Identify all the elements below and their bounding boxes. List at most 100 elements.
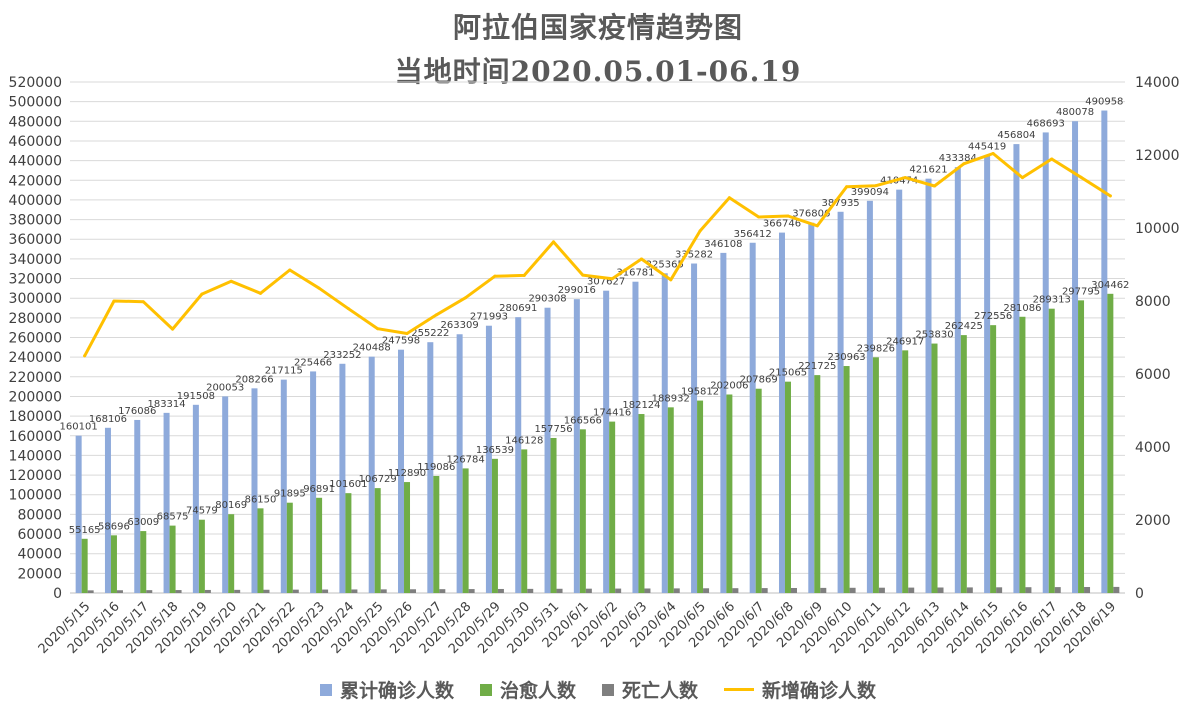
data-label-cumulative: 233252 <box>323 350 361 361</box>
data-label-cumulative: 225466 <box>294 357 332 368</box>
bar-recovered <box>169 525 176 593</box>
x-tick-label: 2020/5/16 <box>65 599 123 657</box>
data-label-recovered: 215065 <box>769 368 807 379</box>
point-new <box>933 184 937 188</box>
bar-deaths <box>263 589 270 593</box>
point-new <box>698 229 702 233</box>
y-left-tick-label: 20000 <box>17 566 62 582</box>
point-new <box>962 162 966 166</box>
data-label-cumulative: 168106 <box>89 414 127 425</box>
data-label-cumulative: 271993 <box>470 312 508 323</box>
y-left-tick-label: 180000 <box>9 409 62 425</box>
data-label-cumulative: 387935 <box>822 198 860 209</box>
bar-recovered <box>316 497 323 593</box>
data-label-cumulative: 480078 <box>1056 107 1094 118</box>
y-right-tick-label: 4000 <box>1135 440 1171 456</box>
x-tick-label: 2020/6/3 <box>598 599 650 651</box>
point-new <box>346 307 350 311</box>
data-label-cumulative: 183314 <box>147 399 185 410</box>
bar-recovered <box>755 388 762 593</box>
bar-recovered <box>286 502 293 593</box>
bar-deaths <box>204 589 211 593</box>
x-tick-label: 2020/5/18 <box>124 599 182 657</box>
legend: 累计确诊人数 治愈人数 死亡人数 新增确诊人数 <box>0 676 1196 703</box>
x-tick-label: 2020/6/6 <box>686 599 738 651</box>
point-new <box>757 215 761 219</box>
bar-deaths <box>1054 587 1061 593</box>
data-label-recovered: 297795 <box>1062 286 1100 297</box>
bar-deaths <box>849 587 856 593</box>
x-tick-label: 2020/5/31 <box>505 599 563 657</box>
bar-deaths <box>908 587 915 593</box>
bar-cumulative <box>866 200 873 593</box>
y-right-tick-label: 2000 <box>1135 513 1171 529</box>
data-label-recovered: 166566 <box>564 415 602 426</box>
legend-swatch-deaths <box>602 683 614 696</box>
legend-label-recovered: 治愈人数 <box>499 680 576 702</box>
bar-deaths <box>292 589 299 593</box>
bar-deaths <box>527 588 534 593</box>
bar-cumulative <box>749 242 756 594</box>
x-tick-label: 2020/6/14 <box>915 599 973 657</box>
y-left-tick-label: 40000 <box>17 547 62 563</box>
bar-recovered <box>404 482 411 593</box>
y-left-tick-label: 0 <box>53 586 62 602</box>
data-label-cumulative: 307627 <box>587 277 625 288</box>
data-label-recovered: 126784 <box>447 454 485 465</box>
bar-cumulative <box>222 396 229 593</box>
bar-recovered <box>667 407 674 593</box>
bar-recovered <box>960 335 967 593</box>
data-label-cumulative: 160101 <box>60 422 98 433</box>
bar-deaths <box>996 587 1003 593</box>
y-left-tick-label: 480000 <box>9 114 62 130</box>
data-label-recovered: 101601 <box>329 479 367 490</box>
data-label-cumulative: 217115 <box>265 366 303 377</box>
data-label-recovered: 119086 <box>417 462 455 473</box>
bar-recovered <box>843 366 850 593</box>
x-tick-label: 2020/5/30 <box>475 599 533 657</box>
point-new <box>522 273 526 277</box>
y-left-tick-label: 440000 <box>9 154 62 170</box>
point-new <box>991 152 995 156</box>
bar-cumulative <box>134 419 141 593</box>
bar-deaths <box>175 590 182 593</box>
legend-swatch-cumulative <box>319 683 332 696</box>
point-new <box>171 327 175 331</box>
data-label-recovered: 230963 <box>828 352 866 363</box>
bar-recovered <box>345 493 352 593</box>
bar-recovered <box>521 449 528 593</box>
data-label-cumulative: 176086 <box>118 406 156 417</box>
bar-recovered <box>374 488 381 593</box>
bar-deaths <box>234 589 241 593</box>
bar-cumulative <box>280 379 287 593</box>
data-label-recovered: 207869 <box>740 375 778 386</box>
data-label-recovered: 272556 <box>974 311 1012 322</box>
data-label-cumulative: 280691 <box>499 303 537 314</box>
bar-recovered <box>257 508 264 593</box>
data-label-recovered: 304462 <box>1091 280 1129 291</box>
data-label-cumulative: 316781 <box>616 268 654 279</box>
legend-item-cumulative: 累计确诊人数 <box>319 676 454 703</box>
bar-recovered <box>491 458 498 593</box>
data-label-recovered: 262425 <box>945 321 983 332</box>
bar-recovered <box>433 475 440 593</box>
y-left-tick-label: 120000 <box>9 468 62 484</box>
bar-recovered <box>579 429 586 593</box>
data-label-cumulative: 410474 <box>880 176 918 187</box>
x-tick-label: 2020/5/28 <box>417 599 475 657</box>
point-new <box>903 176 907 180</box>
data-label-recovered: 174416 <box>593 408 631 419</box>
y-right-tick-label: 12000 <box>1135 148 1180 164</box>
bar-recovered <box>462 468 469 593</box>
y-left-tick-label: 500000 <box>9 95 62 111</box>
point-new <box>317 286 321 290</box>
point-new <box>464 296 468 300</box>
point-new <box>258 291 262 295</box>
x-tick-label: 2020/6/11 <box>827 599 885 657</box>
bar-cumulative <box>720 252 727 593</box>
data-label-cumulative: 335282 <box>675 250 713 261</box>
data-label-cumulative: 263309 <box>441 320 479 331</box>
bar-recovered <box>140 531 147 593</box>
data-label-cumulative: 376806 <box>792 209 830 220</box>
